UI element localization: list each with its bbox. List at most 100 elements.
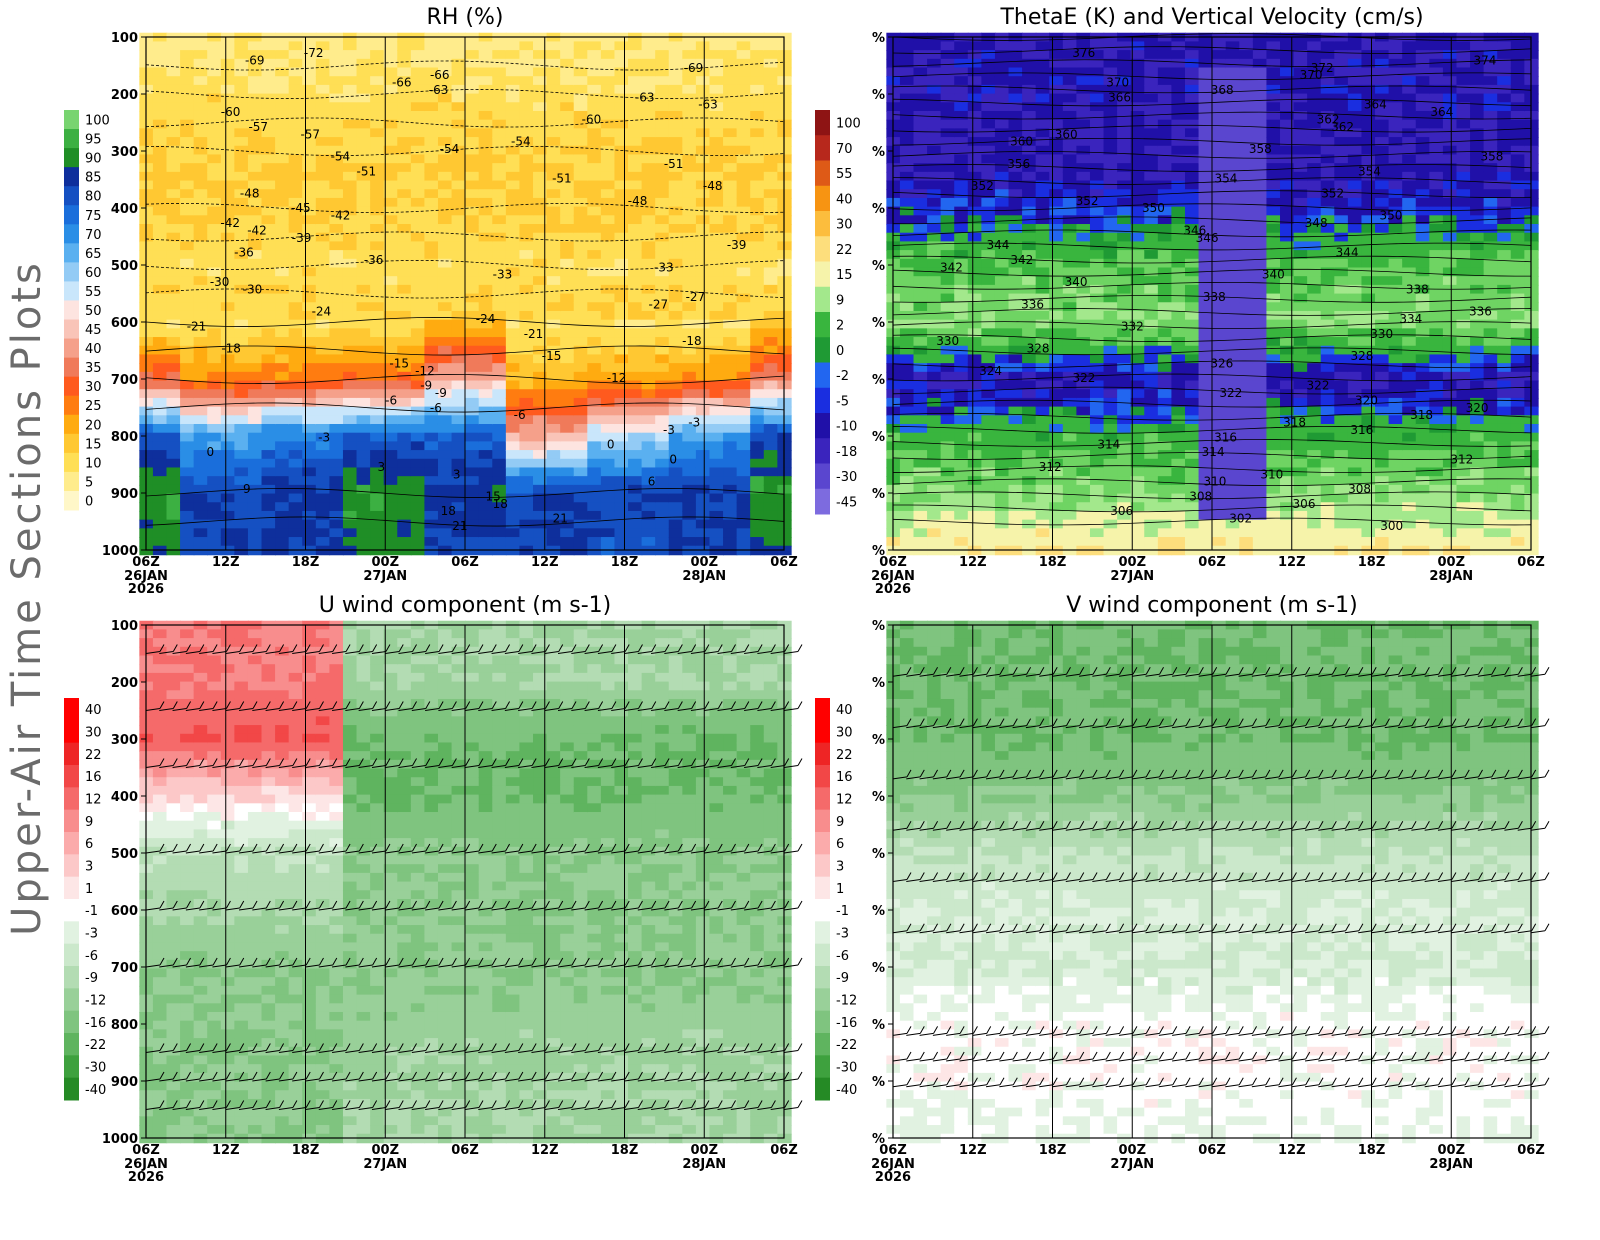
rh-cell xyxy=(193,493,208,504)
vertical-velocity-cell xyxy=(1280,354,1295,364)
rh-cell xyxy=(614,41,629,51)
rh-cell xyxy=(560,328,575,338)
vertical-velocity-cell xyxy=(967,171,983,182)
rh-cell xyxy=(519,476,534,486)
vertical-velocity-cell xyxy=(1130,154,1145,165)
vertical-velocity-cell xyxy=(1184,328,1200,338)
rh-cell xyxy=(492,58,507,69)
vertical-velocity-cell xyxy=(1035,284,1050,295)
rh-cell xyxy=(736,189,751,199)
rh-cell xyxy=(628,241,643,251)
rh-cell xyxy=(275,319,290,330)
rh-cell xyxy=(356,345,371,356)
rh-cell xyxy=(437,93,453,104)
rh-cell xyxy=(641,450,656,460)
rh-cell xyxy=(587,110,602,121)
rh-cell xyxy=(628,93,643,104)
rh-cell xyxy=(655,276,670,286)
rh-cell xyxy=(465,93,480,104)
vertical-velocity-cell xyxy=(1062,467,1078,478)
vertical-velocity-cell xyxy=(1130,224,1145,234)
rh-cell xyxy=(465,510,480,521)
rh-cell xyxy=(397,450,412,460)
vertical-velocity-cell xyxy=(899,354,915,364)
rh-cell xyxy=(220,93,236,104)
vertical-velocity-cell xyxy=(1144,137,1159,147)
vertical-velocity-cell xyxy=(1130,397,1145,408)
vertical-velocity-cell xyxy=(1035,171,1050,182)
rh-cell xyxy=(180,423,195,434)
rh-cell xyxy=(682,310,697,321)
vertical-velocity-cell xyxy=(913,163,928,173)
vertical-velocity-cell xyxy=(994,67,1010,78)
rh-cell xyxy=(723,154,738,165)
rh-cell xyxy=(465,250,480,260)
rh-cell xyxy=(193,510,208,521)
rh-cell xyxy=(600,232,616,243)
rh-cell xyxy=(180,206,195,217)
vertical-velocity-cell xyxy=(1049,197,1064,208)
rh-cell xyxy=(587,380,602,391)
vertical-velocity-cell xyxy=(1008,484,1023,495)
vertical-velocity-cell xyxy=(1117,76,1132,86)
rh-cell xyxy=(750,484,765,495)
vertical-velocity-cell xyxy=(1157,197,1173,208)
vertical-velocity-cell xyxy=(1076,258,1091,269)
vertical-velocity-cell xyxy=(1184,432,1200,443)
vertical-velocity-cell xyxy=(1049,267,1064,278)
vertical-velocity-cell xyxy=(1184,441,1200,451)
vertical-velocity-cell xyxy=(1076,423,1091,434)
rh-cell xyxy=(234,441,249,451)
rh-cell xyxy=(329,432,344,443)
rh-cell xyxy=(709,406,724,417)
vertical-velocity-cell xyxy=(1239,67,1254,78)
rh-cell xyxy=(750,319,765,330)
vertical-velocity-cell xyxy=(1130,276,1145,286)
vertical-velocity-cell xyxy=(1076,337,1091,347)
rh-cell xyxy=(628,441,643,451)
vertical-velocity-cell xyxy=(1157,284,1173,295)
vertical-velocity-cell xyxy=(1171,502,1186,512)
rh-cell xyxy=(587,389,602,399)
vertical-velocity-cell xyxy=(1280,537,1295,547)
rh-cell xyxy=(723,467,738,478)
rh-cell xyxy=(288,380,303,391)
rh-cell xyxy=(505,328,521,338)
rh-cell xyxy=(533,241,548,251)
rh-cell xyxy=(533,432,548,443)
rh-cell xyxy=(628,319,643,330)
vertical-velocity-cell xyxy=(913,284,928,295)
rh-cell xyxy=(560,363,575,373)
rh-cell xyxy=(315,84,331,95)
rh-cell xyxy=(220,171,236,182)
rh-cell xyxy=(682,363,697,373)
rh-cell xyxy=(695,502,711,512)
rh-cell xyxy=(315,197,331,208)
rh-cell xyxy=(166,328,181,338)
vertical-velocity-cell xyxy=(1252,406,1268,417)
vertical-velocity-cell xyxy=(1157,397,1173,408)
rh-cell xyxy=(220,502,236,512)
rh-cell xyxy=(397,128,412,138)
rh-cell xyxy=(587,276,602,286)
rh-cell xyxy=(207,380,222,391)
rh-cell xyxy=(763,476,779,486)
vertical-velocity-cell xyxy=(1239,415,1254,425)
vertical-velocity-cell xyxy=(1130,354,1145,364)
rh-cell xyxy=(763,241,779,251)
rh-cell xyxy=(682,423,697,434)
rh-cell xyxy=(723,250,738,260)
rh-cell xyxy=(600,224,616,234)
vertical-velocity-cell xyxy=(1062,76,1078,86)
vertical-velocity-cell xyxy=(1198,328,1213,338)
rh-cell xyxy=(207,50,222,60)
rh-cell xyxy=(261,380,276,391)
rh-cell xyxy=(628,363,643,373)
rh-cell xyxy=(519,224,534,234)
rh-cell xyxy=(302,180,317,191)
rh-cell xyxy=(437,458,453,469)
vertical-velocity-cell xyxy=(927,180,942,191)
rh-cell xyxy=(383,441,398,451)
vertical-velocity-cell xyxy=(1171,154,1186,165)
vertical-velocity-cell xyxy=(1062,267,1078,278)
